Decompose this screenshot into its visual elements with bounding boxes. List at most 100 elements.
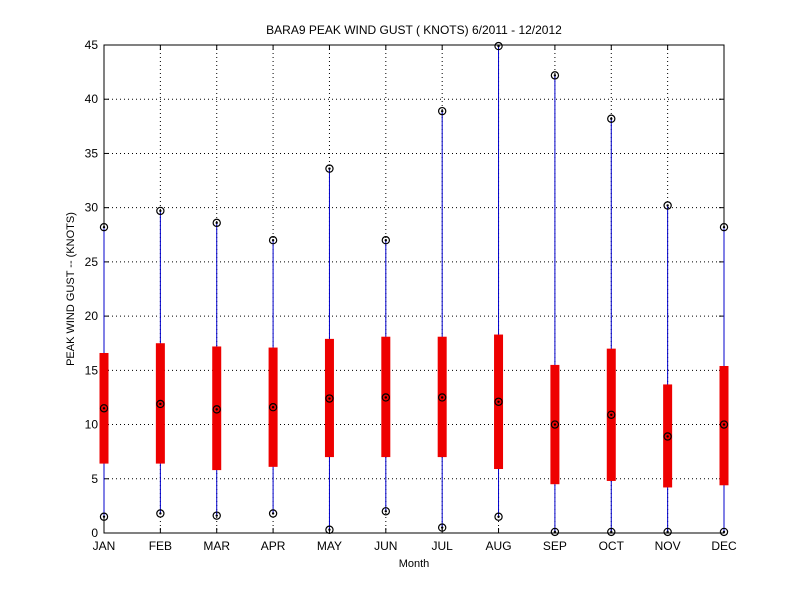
median-marker-dot <box>722 423 726 426</box>
max-marker-dot <box>159 209 162 213</box>
min-marker-dot <box>384 510 388 513</box>
min-marker-dot <box>328 528 331 531</box>
median-marker <box>663 432 672 441</box>
max-marker <box>381 235 391 245</box>
median-marker <box>550 420 560 429</box>
min-marker <box>381 507 391 516</box>
max-marker <box>268 235 278 245</box>
x-tick-label: AUG <box>486 539 512 553</box>
plot-frame <box>103 44 725 534</box>
y-tick-label: 20 <box>85 309 99 323</box>
max-marker-dot <box>328 167 331 170</box>
box-group-apr <box>268 235 278 518</box>
median-marker <box>325 394 334 403</box>
y-tick-label: 35 <box>85 146 99 160</box>
median-marker-dot <box>215 408 218 411</box>
max-marker <box>607 114 616 123</box>
max-marker-dot <box>384 239 388 242</box>
box-group-dec <box>719 222 729 537</box>
x-tick-label: FEB <box>149 539 172 553</box>
median-marker-dot <box>384 396 388 399</box>
max-marker-dot <box>553 74 557 77</box>
x-tick-label: DEC <box>711 539 737 553</box>
median-marker <box>156 399 165 409</box>
max-marker <box>663 201 672 210</box>
max-marker <box>719 222 729 232</box>
min-marker <box>212 511 221 520</box>
max-marker-dot <box>440 109 444 113</box>
x-tick-label: JAN <box>93 539 116 553</box>
box-group-jun <box>381 235 391 516</box>
max-marker <box>156 206 165 216</box>
min-marker <box>607 527 616 537</box>
x-tick-label: JUN <box>374 539 397 553</box>
x-tick-label: OCT <box>599 539 625 553</box>
max-marker-dot <box>666 204 669 207</box>
min-marker-dot <box>440 526 444 529</box>
max-marker <box>494 41 503 51</box>
box-group-jul <box>437 106 447 532</box>
grid <box>104 45 724 533</box>
min-marker <box>99 512 109 521</box>
box-group-oct <box>606 114 616 537</box>
max-marker-dot <box>610 117 613 120</box>
median-marker <box>494 397 503 406</box>
median-marker-dot <box>271 406 275 409</box>
box-group-jan <box>99 222 109 521</box>
min-marker <box>663 527 672 537</box>
min-marker-dot <box>610 530 613 534</box>
median-marker-dot <box>553 423 557 426</box>
box-group-feb <box>155 206 165 518</box>
max-marker-dot <box>215 221 218 225</box>
x-tick-label: APR <box>261 539 286 553</box>
max-marker-dot <box>271 239 275 242</box>
max-marker <box>550 71 560 80</box>
x-axis-label: Month <box>399 558 430 570</box>
box-group-nov <box>663 201 673 537</box>
median-marker <box>437 393 447 402</box>
median-marker <box>381 393 391 402</box>
min-marker <box>494 512 503 521</box>
x-tick-label: NOV <box>655 539 681 553</box>
median-marker-dot <box>440 396 444 399</box>
y-tick-label: 30 <box>85 201 99 215</box>
x-tick-label: SEP <box>543 539 567 553</box>
max-marker <box>99 222 109 232</box>
y-tick-label: 25 <box>85 255 99 269</box>
max-marker-dot <box>497 44 500 48</box>
min-marker-dot <box>271 512 275 515</box>
median-marker-dot <box>610 413 613 416</box>
median-marker <box>607 410 616 419</box>
y-axis-label: PEAK WIND GUST -- (KNOTS) <box>65 212 77 366</box>
min-marker-dot <box>497 515 500 518</box>
min-marker <box>325 525 334 534</box>
y-tick-label: 15 <box>85 363 99 377</box>
min-marker-dot <box>553 530 557 534</box>
y-tick-label: 40 <box>85 92 99 106</box>
y-tick-label: 10 <box>85 418 99 432</box>
box-group-aug <box>494 41 504 521</box>
median-marker <box>719 420 729 429</box>
median-marker <box>99 404 109 413</box>
box-plots <box>99 41 729 537</box>
max-marker-dot <box>722 225 726 229</box>
x-tick-label: MAR <box>203 539 230 553</box>
median-marker-dot <box>666 435 669 438</box>
median-marker-dot <box>328 397 331 400</box>
y-tick-label: 0 <box>91 526 98 540</box>
min-marker-dot <box>215 514 218 517</box>
median-marker-dot <box>102 407 106 410</box>
median-marker-dot <box>497 400 500 403</box>
min-marker-dot <box>666 530 669 534</box>
max-marker-dot <box>102 225 106 229</box>
min-marker-dot <box>102 515 106 518</box>
y-tick-label: 45 <box>85 38 99 52</box>
min-marker <box>268 509 278 518</box>
x-tick-label: JUL <box>432 539 454 553</box>
max-marker <box>437 106 447 116</box>
min-marker <box>719 527 729 537</box>
median-marker-dot <box>159 402 162 406</box>
y-tick-label: 5 <box>91 472 98 486</box>
max-marker <box>325 164 334 173</box>
median-marker <box>268 403 278 412</box>
